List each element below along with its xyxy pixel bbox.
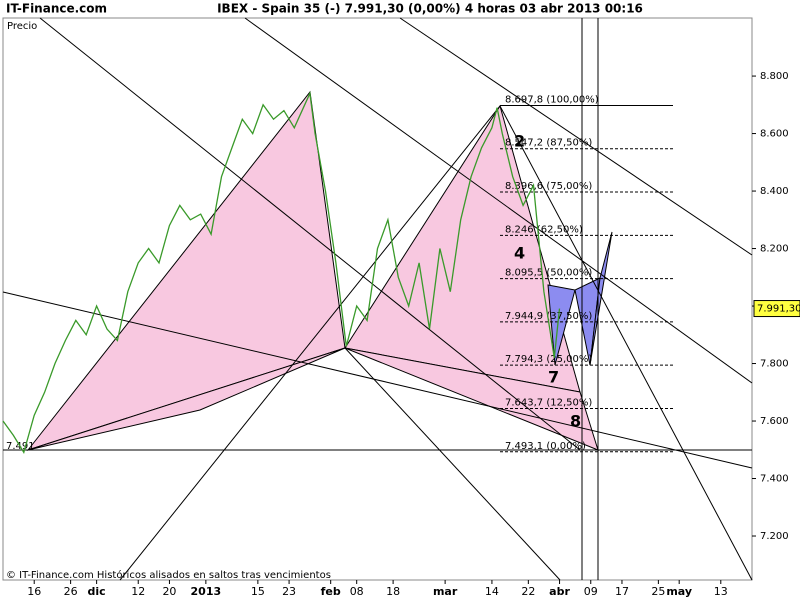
x-tick-label: abr	[549, 585, 570, 598]
chart-title: IBEX - Spain 35 (-) 7.991,30 (0,00%) 4 h…	[217, 2, 643, 16]
y-tick-label: 7.600	[760, 416, 789, 427]
trend-line	[2, 291, 753, 469]
x-tick-label: 17	[615, 585, 629, 598]
x-tick-label: 09	[584, 585, 598, 598]
y-tick-label: 8.800	[760, 71, 789, 82]
x-tick-label: 14	[485, 585, 499, 598]
x-tick-label: 20	[162, 585, 176, 598]
blue-shape	[547, 284, 576, 366]
pattern-triangle	[344, 347, 599, 451]
fib-label: 8.697,8 (100,00%)	[505, 94, 599, 105]
price-line	[2, 90, 561, 455]
annotation: 7	[548, 368, 559, 387]
x-tick-label: 23	[282, 585, 296, 598]
y-tick-label: 8.200	[760, 244, 789, 255]
y-tick-label: 8.600	[760, 129, 789, 140]
trend-line	[344, 347, 561, 581]
annotation: 2	[514, 132, 525, 151]
last-price-label: 7.991,30	[757, 304, 800, 315]
x-tick-label: mar	[433, 585, 458, 598]
last-price-box	[753, 300, 800, 318]
y-label: Precio	[7, 21, 37, 32]
x-tick-label: may	[666, 585, 692, 598]
fib-label: 7.643,7 (12,50%)	[505, 397, 592, 408]
fib-label: 7.493,1 (0,00%)	[505, 441, 586, 452]
x-tick-label: dic	[88, 585, 106, 598]
y-tick-label: 7.800	[760, 359, 789, 370]
x-tick-label: 15	[251, 585, 265, 598]
fib-label: 8.547,2 (87,50%)	[505, 138, 592, 149]
trend-line	[39, 17, 581, 451]
x-tick-label: 25	[651, 585, 665, 598]
trend-line	[399, 17, 753, 256]
trend-lines	[2, 17, 753, 581]
brand: IT-Finance.com	[6, 2, 107, 16]
y-tick-label: 8.400	[760, 186, 789, 197]
x-tick-label: 08	[350, 585, 364, 598]
footer: © IT-Finance.com Históricos alisados en …	[6, 569, 331, 581]
x-tick-label: 16	[27, 585, 41, 598]
trend-line	[119, 105, 501, 581]
x-tick-label: 18	[386, 585, 400, 598]
fib-label: 7.944,9 (37,50%)	[505, 311, 592, 322]
fib-label: 7.794,3 (25,00%)	[505, 354, 592, 365]
annotation: 8	[570, 412, 581, 431]
x-tick-label: feb	[321, 585, 341, 598]
x-tick-label: 12	[131, 585, 145, 598]
x-tick-label: 26	[64, 585, 78, 598]
pattern	[26, 90, 599, 451]
y-tick-label: 7.200	[760, 531, 789, 542]
fib-label: 8.095,5 (50,00%)	[505, 268, 592, 279]
x-tick-label: 22	[521, 585, 535, 598]
x-tick-label: 2013	[191, 585, 222, 598]
x-tick-label: 13	[714, 585, 728, 598]
trend-line	[499, 105, 753, 581]
fib-label: 8.396,6 (75,00%)	[505, 181, 592, 192]
pattern-triangle	[27, 347, 346, 451]
annotation: 4	[514, 244, 525, 263]
y-tick-label: 7.400	[760, 474, 789, 485]
fib-label: 8.246 (62,50%)	[505, 224, 583, 235]
